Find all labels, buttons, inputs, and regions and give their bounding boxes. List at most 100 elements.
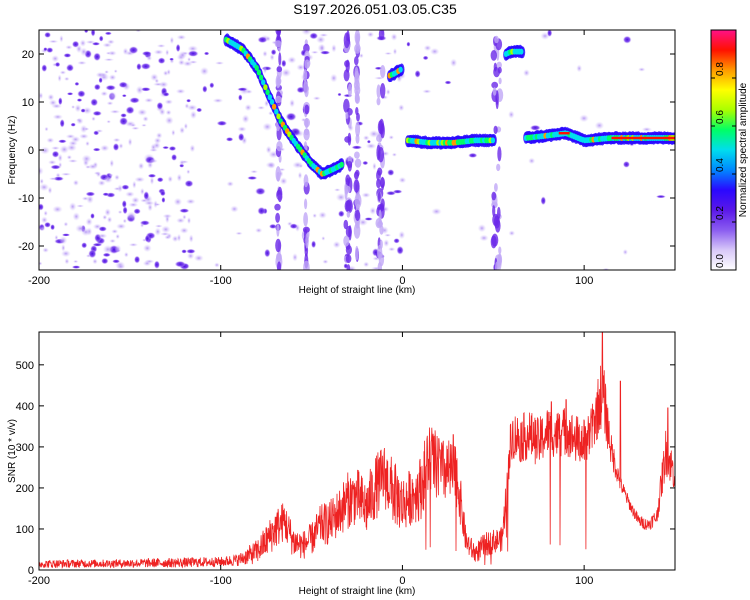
noise-speckle [64,76,70,81]
noise-speckle [181,249,187,254]
noise-speckle [173,197,183,206]
noise-streak [377,147,385,163]
snr-xtick-label: 100 [575,575,593,587]
noise-speckle [85,140,90,147]
noise-speckle [361,192,371,198]
noise-speckle [122,218,127,224]
noise-speckle [155,132,163,139]
noise-speckle [641,126,653,132]
noise-speckle [90,98,99,107]
noise-streak [353,223,361,239]
noise-speckle [59,119,65,128]
spec-ytick-label: 10 [22,97,34,109]
noise-streak [495,90,499,105]
ridge-core [271,103,277,110]
noise-streak [275,212,280,223]
noise-speckle [85,40,96,44]
noise-speckle [128,242,139,247]
noise-streak [344,136,351,143]
noise-streak [355,121,361,137]
noise-speckle [125,191,135,198]
noise-streak [278,52,282,66]
noise-speckle [264,248,271,258]
noise-streak [276,76,281,88]
noise-speckle [40,216,48,224]
noise-speckle [262,50,268,58]
noise-speckle [103,58,115,62]
noise-speckle [79,39,87,47]
noise-speckle [149,176,155,185]
noise-streak [304,59,310,69]
noise-speckle [107,50,117,56]
noise-speckle [117,210,123,215]
noise-speckle [60,250,71,258]
spectrogram-ridges [223,33,675,180]
noise-speckle [93,83,101,91]
noise-speckle [398,176,407,184]
noise-speckle [65,134,76,139]
noise-speckle [247,176,258,180]
snr-xtick-label: 0 [399,575,405,587]
noise-speckle [102,214,108,220]
noise-speckle [129,123,137,127]
noise-speckle [85,254,91,258]
noise-speckle [154,203,161,206]
noise-speckle [79,133,89,140]
noise-speckle [202,85,208,93]
noise-speckle [98,35,104,42]
snr-panel: -200 -100 0 100 0 100 200 300 400 500 Height of s… [7,331,676,597]
noise-speckle [118,143,124,149]
noise-speckle [112,259,121,264]
noise-speckle [43,210,48,217]
noise-speckle [250,170,259,174]
noise-streak [303,69,308,82]
noise-speckle [269,223,277,229]
noise-speckle [523,69,530,77]
noise-speckle [164,116,174,125]
noise-streak [345,254,352,264]
noise-speckle [362,160,369,166]
noise-speckle [540,196,546,206]
noise-speckle [48,177,58,181]
noise-speckle [292,252,298,262]
noise-streak [345,225,352,238]
noise-speckle [289,98,295,108]
noise-streak [493,62,497,72]
noise-speckle [90,30,96,37]
spec-xtick-label: 100 [575,275,593,287]
noise-speckle [366,31,375,38]
noise-speckle [120,113,127,118]
noise-speckle [388,135,394,140]
noise-speckle [310,50,319,54]
noise-speckle [186,98,192,103]
noise-speckle [333,188,341,192]
noise-speckle [406,41,411,47]
noise-streak [355,107,359,116]
noise-speckle [162,92,170,97]
noise-speckle [468,152,478,158]
noise-speckle [257,36,268,44]
snr-ytick-label: 500 [16,360,34,372]
noise-speckle [241,114,250,124]
noise-streak [355,209,361,221]
noise-speckle [140,222,145,228]
ridge-core [269,99,275,105]
noise-speckle [318,211,327,219]
noise-speckle [103,176,113,184]
noise-streak [378,30,385,40]
noise-speckle [138,162,145,170]
noise-speckle [141,123,147,127]
noise-speckle [392,189,403,194]
ridge-core [398,66,403,73]
ridge-2 [503,44,526,61]
noise-streak [354,193,362,209]
noise-speckle [92,242,103,247]
ridge-core [256,69,262,76]
noise-speckle [83,127,90,131]
noise-speckle [77,90,86,98]
noise-speckle [121,200,127,208]
noise-speckle [393,238,400,244]
noise-speckle [297,171,303,180]
noise-streak [345,199,353,214]
